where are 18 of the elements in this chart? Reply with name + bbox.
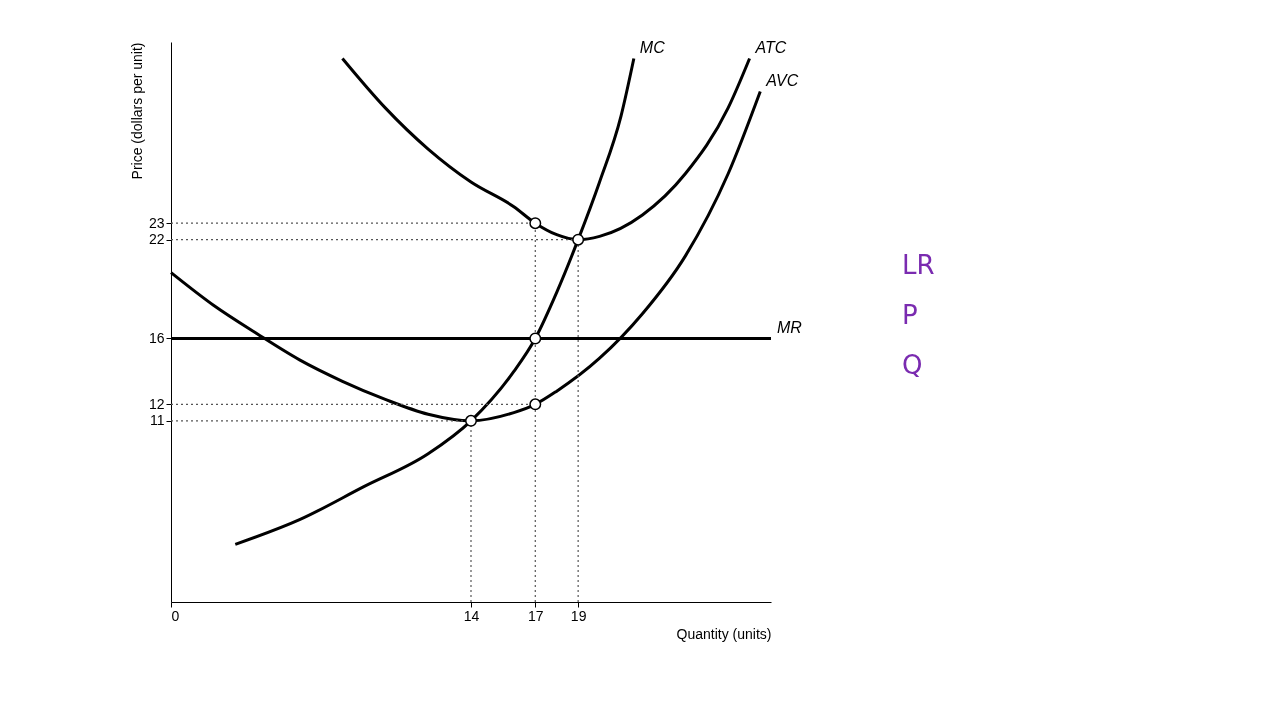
text: Q [902, 350, 924, 380]
text: P [902, 300, 919, 330]
y-tick-label: 11 [149, 412, 165, 429]
y-tick-label: 16 [148, 329, 165, 346]
x-tick-label: 17 [528, 607, 544, 624]
series-label: MR [777, 319, 803, 337]
x-tick-label: 0 [171, 607, 180, 624]
y-tick-label: 12 [148, 395, 165, 412]
y-axis-title: Price (dollars per unit) [128, 42, 145, 180]
y-tick-label: 23 [148, 214, 165, 231]
x-axis-title: Quantity (units) [676, 625, 772, 642]
series-label: MC [639, 39, 666, 57]
x-tick-label: 19 [570, 607, 587, 624]
series-label: AVC [765, 72, 799, 90]
series-label: ATC [754, 39, 787, 57]
y-tick-label: 22 [148, 231, 165, 248]
text: LR [902, 250, 935, 280]
x-tick-label: 14 [463, 607, 480, 624]
